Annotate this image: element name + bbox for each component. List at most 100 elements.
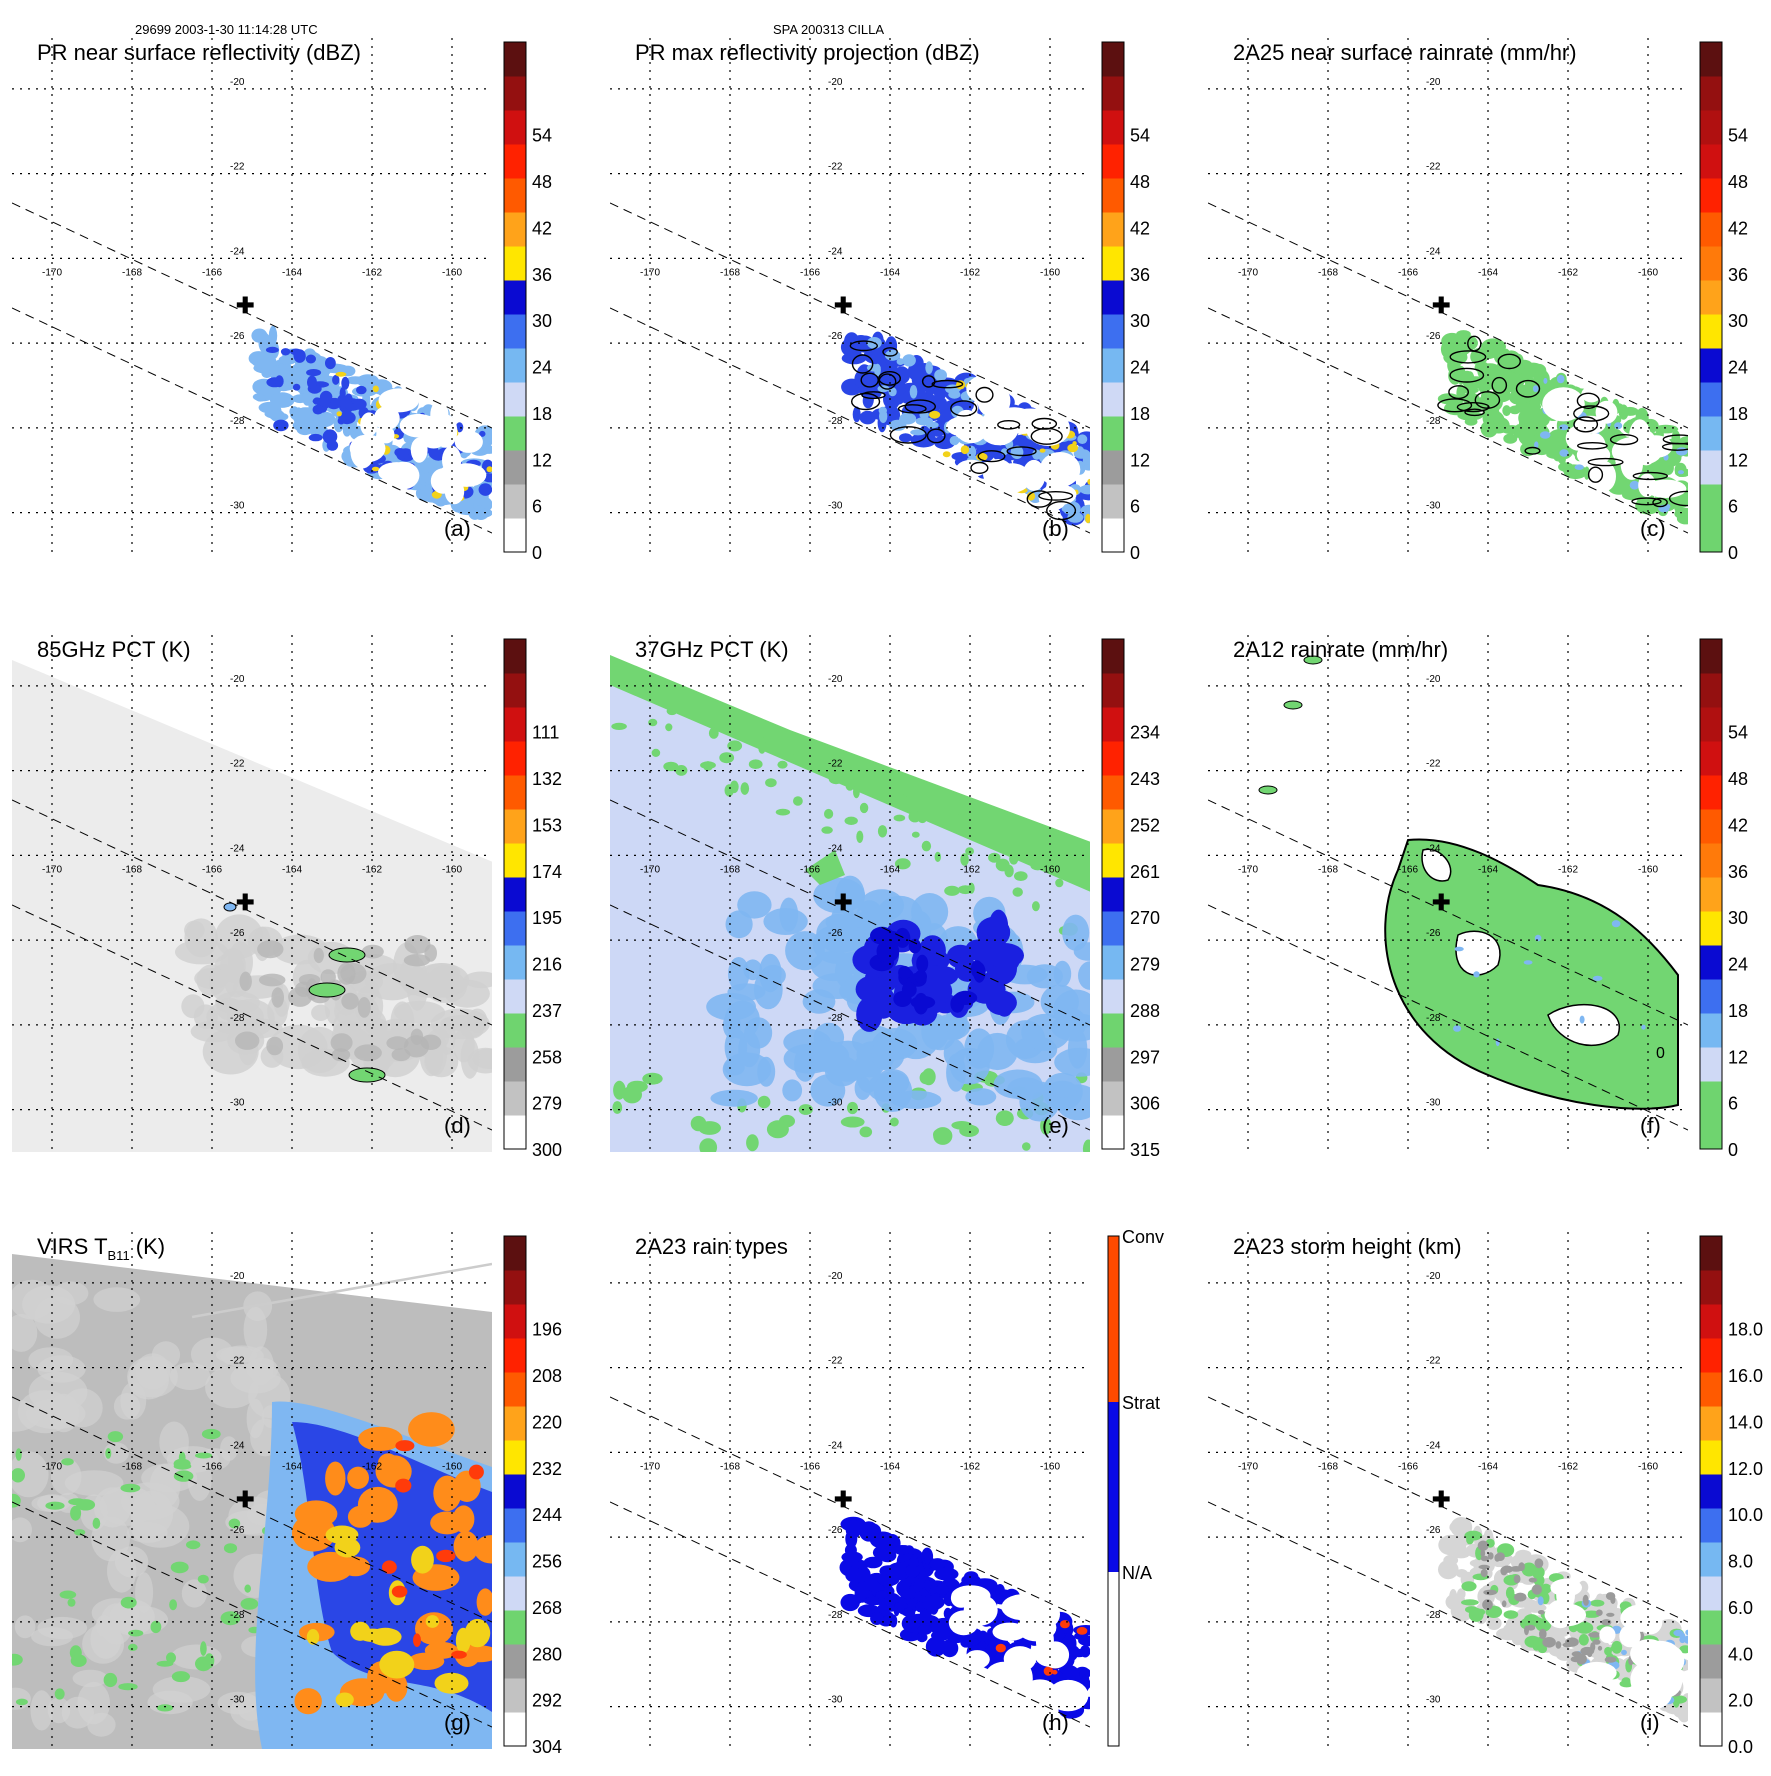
- colorbar-segment: [1700, 1236, 1722, 1271]
- pr-swath-edge: [12, 307, 492, 534]
- pr-swath-edge: [1208, 307, 1688, 534]
- strong-scatter: [894, 927, 911, 948]
- echo-cell: [1526, 414, 1540, 429]
- pr-swath-edge: [12, 799, 492, 1026]
- lon-tick-label: -168: [1318, 864, 1338, 875]
- colorbar-segment: [1700, 382, 1722, 417]
- echo-cell: [356, 385, 367, 395]
- rain-free-area: [1620, 1604, 1663, 1632]
- colorbar-tick-label: 54: [532, 126, 552, 146]
- warm-pixel: [622, 1085, 642, 1104]
- cold-region: [288, 986, 313, 1007]
- echo-cell: [1501, 1565, 1514, 1573]
- warm-pixel: [933, 1127, 953, 1145]
- colorbar-segment: [1102, 212, 1124, 247]
- warm-cloud-free: [12, 1451, 49, 1498]
- cold-region: [386, 1036, 409, 1050]
- contour-line: [970, 461, 989, 475]
- colorbar-tick-label: 12: [1728, 450, 1748, 470]
- echo-cell: [924, 1551, 931, 1565]
- pr-swath-edge: [610, 904, 1090, 1131]
- colorbar-tick-label: 0.0: [1728, 1737, 1753, 1757]
- lon-tick-label: -168: [122, 864, 142, 875]
- warm-pixel: [859, 1126, 873, 1138]
- rain-free-area: [349, 434, 386, 463]
- echo-cell: [455, 422, 464, 433]
- storm-center-marker: ✚: [834, 1487, 852, 1512]
- intense-cell: [1537, 1596, 1544, 1606]
- colorbar-segment: [1102, 1081, 1124, 1116]
- contour-line: [1524, 446, 1541, 455]
- lon-tick-label: -162: [960, 864, 980, 875]
- colorbar-segment: [1102, 775, 1124, 810]
- colorbar-segment: [1102, 945, 1124, 980]
- echo-cell: [307, 375, 317, 389]
- rain-free-area: [992, 463, 1032, 493]
- warm-cloud-free: [12, 1517, 32, 1543]
- echo-cell: [1470, 348, 1488, 366]
- rain-free-area: [373, 406, 400, 431]
- intense-cell: [1559, 424, 1569, 431]
- colorbar-tick-label: 304: [532, 1737, 562, 1757]
- panel-label: (e): [1042, 1113, 1069, 1138]
- colorbar-tick-label: 244: [532, 1505, 562, 1525]
- echo-cell: [879, 409, 888, 424]
- rain-free-area: [1599, 1626, 1616, 1643]
- cold-region: [420, 1034, 442, 1050]
- intense-cell: [1087, 478, 1090, 485]
- cold-top: [425, 1615, 440, 1628]
- warm-pixel: [675, 765, 688, 776]
- echo-cell: [1671, 430, 1681, 446]
- contour-line: [1573, 416, 1599, 433]
- very-cold-cloud: [433, 1475, 462, 1512]
- colorbar-segment: [504, 42, 526, 77]
- panel-title: 2A25 near surface rainrate (mm/hr): [1233, 40, 1577, 65]
- coldest-top: [436, 1549, 456, 1563]
- panel-label: (c): [1640, 516, 1666, 541]
- colorbar-segment: [504, 246, 526, 281]
- colorbar-segment: [504, 110, 526, 145]
- colorbar-segment: [1102, 741, 1124, 776]
- strong-scatter: [914, 969, 927, 984]
- lon-tick-label: -160: [1638, 1461, 1658, 1472]
- strong-scatter: [970, 960, 984, 978]
- colorbar-segment: [504, 1081, 526, 1116]
- pr-swath-edge: [12, 1501, 492, 1728]
- pr-swath-edge: [610, 799, 1090, 1026]
- cold-region: [361, 944, 384, 959]
- warm-pixel: [719, 752, 735, 764]
- lat-tick-label: -26: [828, 1525, 843, 1536]
- contour-line: [904, 399, 936, 414]
- colorbar-segment: [504, 877, 526, 912]
- coldest-top: [451, 1650, 467, 1659]
- cold-region: [175, 939, 229, 965]
- lat-tick-label: -24: [1426, 246, 1441, 257]
- intense-cell: [1685, 1629, 1688, 1635]
- intense-cell: [1043, 1666, 1054, 1676]
- pr-swath-edge: [610, 1396, 1090, 1623]
- echo-cell: [852, 406, 861, 423]
- echo-cell: [1513, 353, 1524, 368]
- contour-line: [1464, 408, 1485, 417]
- colorbar-segment: [504, 314, 526, 349]
- echo-cell: [1528, 1577, 1538, 1583]
- cold-region: [403, 954, 431, 967]
- colorbar-frame: [1101, 638, 1125, 1150]
- colorbar-segment: [1700, 1013, 1722, 1048]
- strong-scatter: [955, 956, 977, 982]
- scatter-region: [911, 893, 949, 931]
- cold-region: [341, 992, 359, 1010]
- colorbar-segment: [504, 1542, 526, 1577]
- lon-tick-label: -162: [960, 267, 980, 278]
- colorbar-segment: [504, 1508, 526, 1543]
- warm-pixel: [897, 793, 906, 805]
- strong-scatter: [876, 940, 900, 963]
- category-segment: [1108, 1236, 1119, 1402]
- rain-cell: [1641, 1024, 1646, 1030]
- warm-pixel: [766, 1120, 789, 1139]
- echo-cell: [1601, 1619, 1612, 1626]
- scatter-region: [782, 1079, 803, 1102]
- contour-line: [1006, 446, 1037, 457]
- echo-cell: [886, 1562, 911, 1581]
- lat-tick-label: -20: [230, 674, 245, 685]
